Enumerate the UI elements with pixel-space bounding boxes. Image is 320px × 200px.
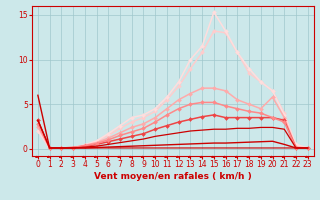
X-axis label: Vent moyen/en rafales ( km/h ): Vent moyen/en rafales ( km/h ) bbox=[94, 172, 252, 181]
